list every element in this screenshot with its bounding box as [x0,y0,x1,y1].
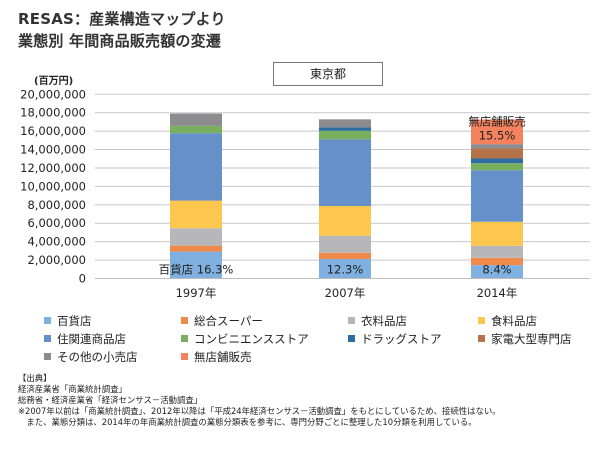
legend-label: 住関連商品店 [57,332,126,346]
legend-swatch [44,335,51,342]
legend-swatch [44,353,51,360]
y-tick-label: 0 [79,272,86,286]
bar-segment [319,252,371,259]
legend-swatch [478,335,485,342]
bar-segment [319,127,371,131]
legend-item: 百貨店 [44,313,92,329]
y-tick-label: 16,000,000 [20,124,86,138]
legend-swatch [348,317,355,324]
legend-swatch [181,335,188,342]
legend-label: ドラッグストア [361,332,442,346]
data-label: 百貨店 16.3% [159,263,234,277]
data-label: 8.4% [482,263,511,277]
bar-segment [471,245,523,258]
bar-segment [319,139,371,207]
legend-label: コンビニエンスストア [194,332,309,346]
bar-segment [170,113,222,126]
bar-segment [471,119,523,145]
bar-segment [319,130,371,140]
legend-item: 家電大型専門店 [478,331,572,347]
bar-segment [471,257,523,266]
bar-segment [471,148,523,159]
legend-item: ドラッグストア [348,331,442,347]
data-label: 15.5% [479,129,516,143]
y-tick-label: 10,000,000 [20,179,86,193]
bar-segment [471,163,523,171]
x-tick-label: 2014年 [477,286,518,300]
legend-item: 無店舗販売 [181,349,252,365]
legend-item: その他の小売店 [44,349,138,365]
y-tick-label: 18,000,000 [20,106,86,120]
legend-label: 衣料品店 [361,314,407,328]
source-heading: 【出典】 [18,373,52,383]
legend-item: コンビニエンスストア [181,331,309,347]
bar-segment [170,200,222,229]
bar-segment [471,170,523,222]
source-notes: 【出典】 経済産業省「商業統計調査」 総務省・経済産業省「経済センサス－活動調査… [18,373,501,428]
x-tick-label: 2007年 [325,286,366,300]
legend-label: 食料品店 [491,314,537,328]
bar-segment [170,228,222,246]
y-tick-label: 20,000,000 [20,87,86,101]
y-tick-label: 14,000,000 [20,143,86,157]
legend-item: 住関連商品店 [44,331,126,347]
legend-label: 家電大型専門店 [491,332,572,346]
source-line: また、業態分類は、2014年の年商業統計調査の業態分類表を参考に、専門分野ごとに… [18,417,477,427]
bar-segment [471,144,523,149]
bar-segment [170,245,222,252]
legend-item: 食料品店 [478,313,537,329]
bar-segment [170,133,222,201]
data-label: 無店舗販売 [468,115,526,129]
region-label: 東京都 [273,62,383,86]
y-tick-label: 6,000,000 [27,216,86,230]
legend-label: 百貨店 [57,314,92,328]
bar-segment [471,265,523,279]
bar-segment [471,158,523,164]
source-line: 経済産業省「商業統計調査」 [18,384,127,394]
y-tick-label: 8,000,000 [27,198,86,212]
legend-swatch [44,317,51,324]
source-line: 総務省・経済産業省「経済センサス－活動調査」 [18,395,203,405]
legend-swatch [348,335,355,342]
x-tick-label: 1997年 [176,286,217,300]
legend-label: 無店舗販売 [194,350,252,364]
legend-swatch [181,353,188,360]
title-line-1: RESAS：産業構造マップより [18,10,226,28]
data-label: 12.3% [327,263,364,277]
bar-segment [170,251,222,279]
title-line-2: 業態別 年間商品販売額の変遷 [18,32,222,50]
legend-swatch [181,317,188,324]
y-tick-label: 2,000,000 [27,253,86,267]
bar-segment [471,221,523,246]
legend-swatch [478,317,485,324]
bar-segment [319,119,371,128]
bar-segment [319,258,371,279]
legend-item: 衣料品店 [348,313,407,329]
y-tick-label: 12,000,000 [20,161,86,175]
bar-segment [319,235,371,253]
bar-segment [170,125,222,134]
y-tick-label: 4,000,000 [27,235,86,249]
source-line: ※2007年以前は「商業統計調査」、2012年以降は「平成24年経済センサス－活… [18,406,501,416]
legend-label: 総合スーパー [194,314,263,328]
bar-segment [319,206,371,236]
legend-label: その他の小売店 [57,350,138,364]
y-axis-unit: (百万円) [34,76,74,87]
legend-item: 総合スーパー [181,313,263,329]
